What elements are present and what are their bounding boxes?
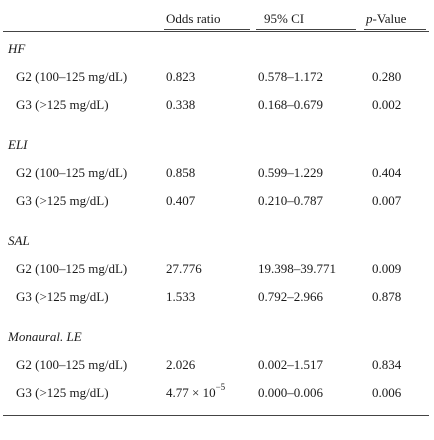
p-value: 0.834 — [372, 357, 402, 372]
odds-ratio-exponent: −5 — [215, 381, 226, 392]
group-label-eli: ELI — [8, 137, 28, 152]
odds-ratio-base: 4.77 × 10 — [166, 385, 216, 400]
header-odds-ratio-underline — [164, 29, 250, 30]
p-value: 0.002 — [372, 97, 402, 112]
p-value: 0.280 — [372, 69, 402, 84]
row-label: G3 (>125 mg/dL) — [16, 97, 109, 112]
header-p-rest: -Value — [372, 11, 407, 26]
group-label-sal: SAL — [8, 233, 30, 248]
row-label: G3 (>125 mg/dL) — [16, 193, 109, 208]
header-p-value: p-Value — [366, 11, 406, 27]
p-value: 0.006 — [372, 385, 402, 400]
header-odds-ratio: Odds ratio — [166, 11, 221, 26]
row-label: G2 (100–125 mg/dL) — [16, 165, 128, 180]
row-label: G2 (100–125 mg/dL) — [16, 69, 128, 84]
p-value: 0.009 — [372, 261, 402, 276]
odds-ratio-value: 0.823 — [166, 69, 196, 84]
ci-value: 0.792–2.966 — [258, 289, 323, 304]
ci-value: 0.168–0.679 — [258, 97, 323, 112]
p-value: 0.878 — [372, 289, 402, 304]
header-p-value-underline — [364, 29, 426, 30]
odds-ratio-value: 0.858 — [166, 165, 196, 180]
header-ci: 95% CI — [264, 11, 305, 26]
ci-value: 0.002–1.517 — [258, 357, 323, 372]
ci-value: 0.578–1.172 — [258, 69, 323, 84]
ci-value: 0.000–0.006 — [258, 385, 323, 400]
ci-value: 0.210–0.787 — [258, 193, 323, 208]
header-rule — [3, 31, 429, 32]
header-p-italic: p — [366, 11, 373, 26]
odds-ratio-value: 0.338 — [166, 97, 196, 112]
odds-ratio-value: 27.776 — [166, 261, 202, 276]
row-label: G3 (>125 mg/dL) — [16, 385, 109, 400]
header-ci-underline — [256, 29, 356, 30]
group-label-hf: HF — [8, 41, 26, 56]
group-label-monaural-le: Monaural. LE — [8, 329, 82, 344]
odds-ratio-value: 1.533 — [166, 289, 196, 304]
row-label: G3 (>125 mg/dL) — [16, 289, 109, 304]
p-value: 0.007 — [372, 193, 402, 208]
bottom-rule — [3, 415, 429, 416]
row-label: G2 (100–125 mg/dL) — [16, 261, 128, 276]
odds-ratio-value: 4.77 × 10−5 — [166, 381, 226, 401]
ci-value: 0.599–1.229 — [258, 165, 323, 180]
row-label: G2 (100–125 mg/dL) — [16, 357, 128, 372]
ci-value: 19.398–39.771 — [258, 261, 336, 276]
p-value: 0.404 — [372, 165, 402, 180]
odds-ratio-value: 0.407 — [166, 193, 196, 208]
odds-ratio-value: 2.026 — [166, 357, 196, 372]
